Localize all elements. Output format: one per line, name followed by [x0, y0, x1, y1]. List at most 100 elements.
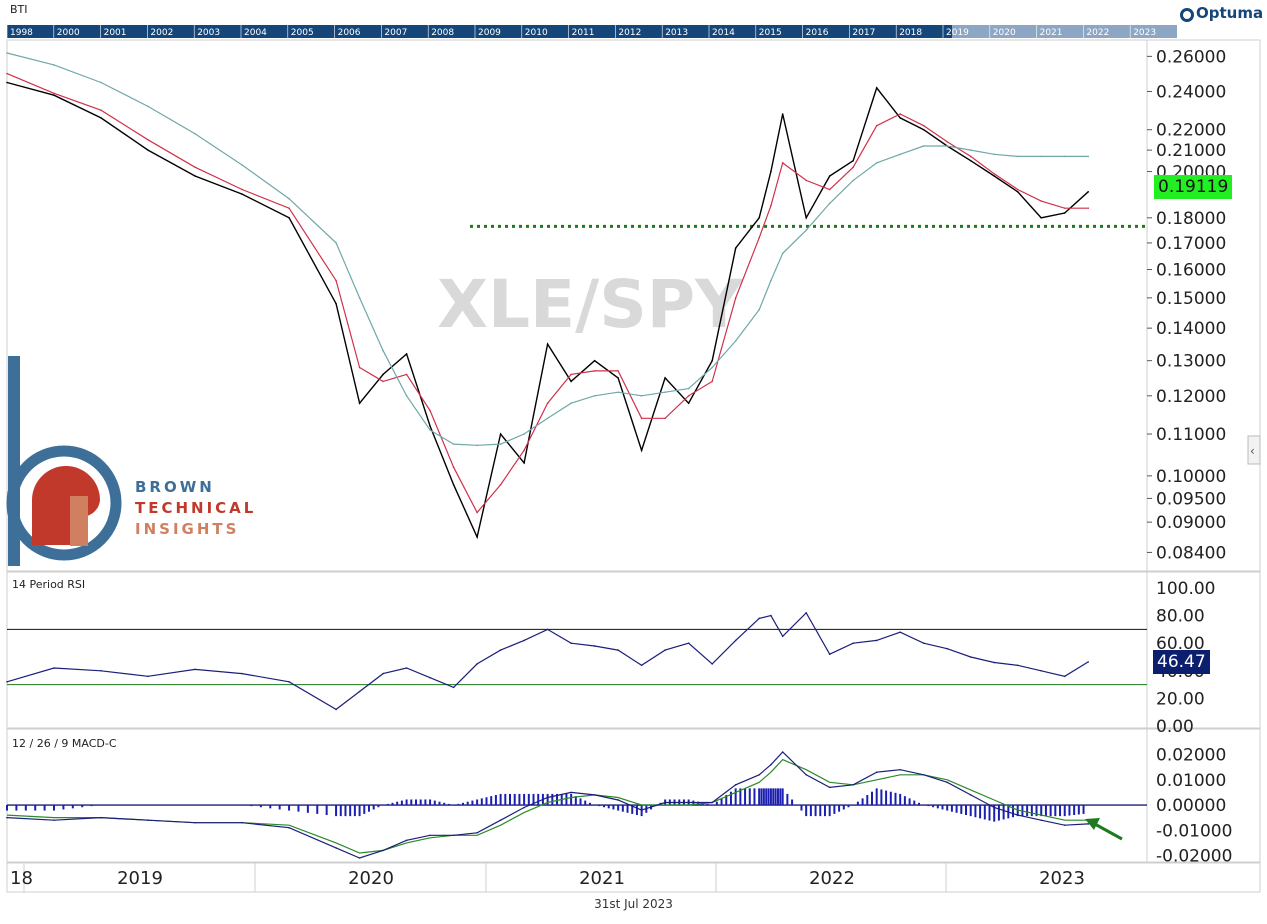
macd-point — [993, 806, 996, 809]
price-point — [734, 247, 737, 249]
price-point — [852, 166, 854, 168]
macd-point — [593, 794, 596, 796]
macd-point — [828, 786, 831, 789]
overview-year-label: 2012 — [618, 28, 641, 38]
price-point — [664, 391, 666, 393]
price-y-tick-label: 0.09000 — [1156, 513, 1226, 533]
price-point — [758, 308, 760, 311]
macd-point — [734, 784, 737, 786]
overview-strip[interactable]: 1998 2000 2001 2002 2003 2004 2005 2006 2007 2008… — [0, 0, 1267, 40]
overview-year-label: 2018 — [899, 28, 922, 38]
macd-point — [852, 784, 854, 786]
price-point — [1087, 155, 1090, 158]
rsi-point — [476, 663, 478, 665]
price-point — [194, 132, 196, 135]
price-point — [664, 417, 666, 420]
arrow-shaft — [1092, 821, 1123, 841]
rsi-point — [147, 675, 149, 678]
macd-point — [6, 816, 8, 819]
price-series-ma-long — [6, 52, 1089, 446]
price-point — [100, 81, 102, 84]
price-point — [1063, 207, 1066, 209]
price-point — [1040, 200, 1043, 202]
price-point — [969, 155, 972, 158]
price-point — [405, 373, 408, 376]
overview-year-label: 2022 — [1086, 28, 1109, 38]
rsi-point — [734, 639, 737, 642]
macd-point — [194, 821, 196, 824]
price-point — [875, 124, 878, 127]
overview-year-label: 2000 — [57, 28, 80, 38]
price-point — [1063, 155, 1066, 158]
price-point — [993, 153, 996, 156]
price-point — [922, 145, 925, 147]
overview-year-label: 2023 — [1133, 28, 1156, 38]
price-point — [617, 377, 619, 379]
price-point — [53, 94, 55, 96]
rsi-point — [570, 642, 572, 644]
price-point — [828, 202, 831, 205]
price-point — [969, 149, 972, 151]
rsi-series — [6, 611, 1089, 711]
symbol-label: BTI — [10, 3, 28, 16]
price-y-tick-label: 0.14000 — [1156, 319, 1226, 339]
rsi-point — [711, 663, 713, 665]
price-point — [770, 204, 772, 207]
price-point — [828, 188, 831, 191]
price-point — [476, 444, 478, 447]
rsi-point — [429, 676, 431, 679]
price-point — [452, 443, 455, 445]
price-point — [593, 359, 596, 362]
price-point — [452, 466, 455, 468]
price-point — [1016, 188, 1019, 191]
rsi-point — [523, 639, 525, 642]
price-point — [875, 162, 878, 164]
price-point — [382, 373, 384, 376]
price-point — [993, 175, 996, 177]
price-y-tick-label: 0.15000 — [1156, 289, 1226, 309]
price-point — [711, 359, 713, 362]
price-point — [382, 349, 384, 352]
rsi-last-value-badge: 46.47 — [1153, 650, 1210, 674]
overview-year-label: 2002 — [150, 28, 173, 38]
price-y-tick-label: 0.24000 — [1156, 83, 1226, 103]
macd-point — [617, 799, 619, 801]
price-point — [781, 252, 784, 255]
price-y-tick-label: 0.22000 — [1156, 121, 1226, 141]
brand-label: Optuma — [1196, 4, 1264, 22]
overview-year-label: 2013 — [665, 28, 688, 38]
rsi-point — [382, 672, 384, 675]
price-point — [335, 279, 337, 282]
overview-year-label: 2004 — [244, 28, 267, 38]
rsi-point — [852, 642, 854, 644]
optuma-brand: Optuma — [1180, 4, 1263, 22]
price-point — [640, 395, 643, 397]
price-point — [405, 353, 408, 355]
price-point — [194, 166, 196, 168]
macd-point — [781, 751, 784, 753]
overview-year-label: 2008 — [431, 28, 454, 38]
rsi-point — [805, 612, 807, 614]
overview-year-label: 2017 — [852, 28, 875, 38]
price-y-tick-label: 0.08400 — [1156, 543, 1226, 563]
overview-year-label: 2003 — [197, 28, 220, 38]
x-axis-label: 2019 — [117, 868, 163, 889]
price-point — [570, 380, 572, 383]
x-axis-label: 2021 — [579, 868, 625, 889]
macd-title: 12 / 26 / 9 MACD-C — [12, 737, 117, 750]
macd-point — [241, 821, 243, 824]
price-point — [1087, 190, 1090, 193]
price-y-tick-label: 0.13000 — [1156, 352, 1226, 372]
macd-point — [946, 781, 949, 784]
logo-mark — [32, 466, 100, 545]
price-point — [922, 128, 925, 131]
macd-point — [875, 771, 878, 774]
macd-point — [1016, 814, 1019, 816]
price-point — [147, 149, 149, 151]
price-point — [288, 217, 290, 219]
macd-y-tick-label: -0.01000 — [1156, 821, 1232, 841]
rsi-point — [288, 681, 290, 683]
price-y-tick-label: 0.09500 — [1156, 489, 1226, 509]
price-point — [452, 483, 455, 486]
